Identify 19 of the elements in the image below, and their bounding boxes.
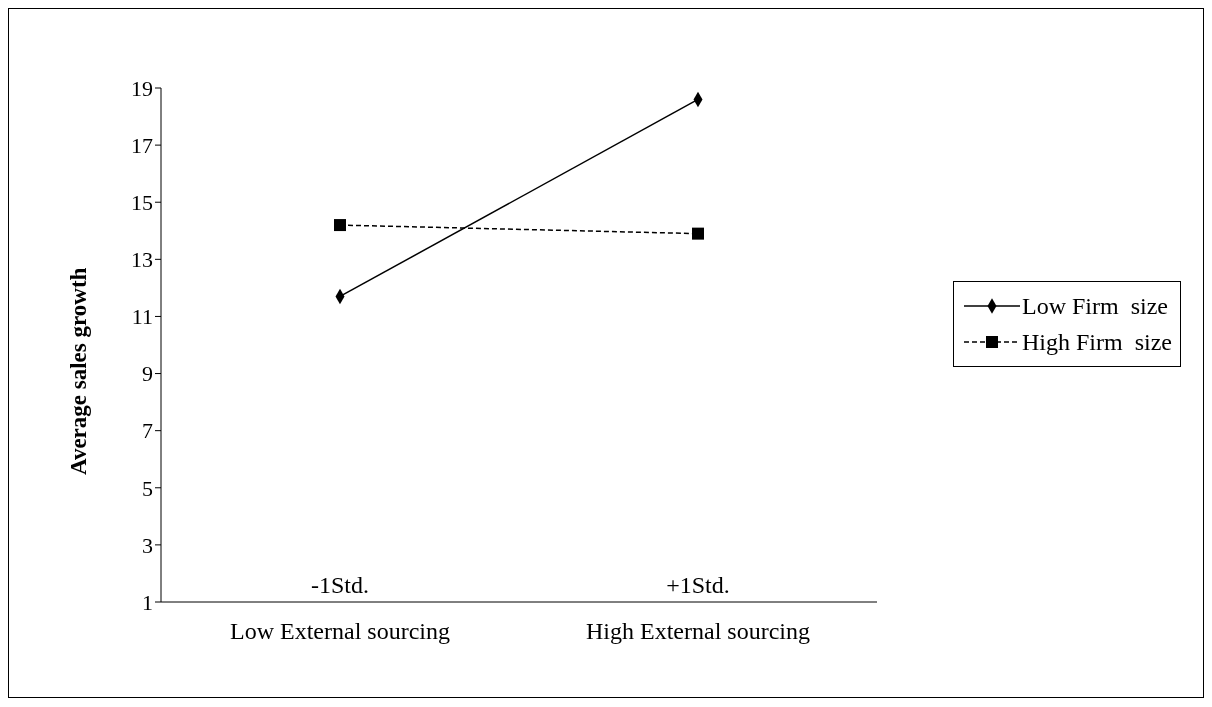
annotation: -1Std. [310, 572, 370, 599]
y-axis-title: Average sales growth [66, 267, 92, 475]
y-tick-label: 15 [131, 190, 153, 216]
point [692, 227, 704, 240]
annotation: +1Std. [665, 572, 731, 599]
y-tick-label: 13 [131, 247, 153, 273]
y-tick-label: 5 [142, 475, 153, 501]
x-tick-label: High External sourcing [586, 618, 810, 645]
y-tick-label: 19 [131, 75, 153, 101]
point [334, 219, 346, 232]
legend-label: Low Firm size [1022, 292, 1168, 320]
y-tick-label: 11 [131, 304, 153, 330]
y-tick-label: 9 [142, 361, 153, 387]
x-tick-label: Low External sourcing [230, 618, 450, 645]
legend-label: High Firm size [1022, 328, 1172, 356]
y-tick-label: 17 [131, 132, 153, 158]
y-tick-label: 7 [142, 418, 153, 444]
y-tick-label: 1 [142, 589, 153, 615]
y-tick-label: 3 [142, 532, 153, 558]
